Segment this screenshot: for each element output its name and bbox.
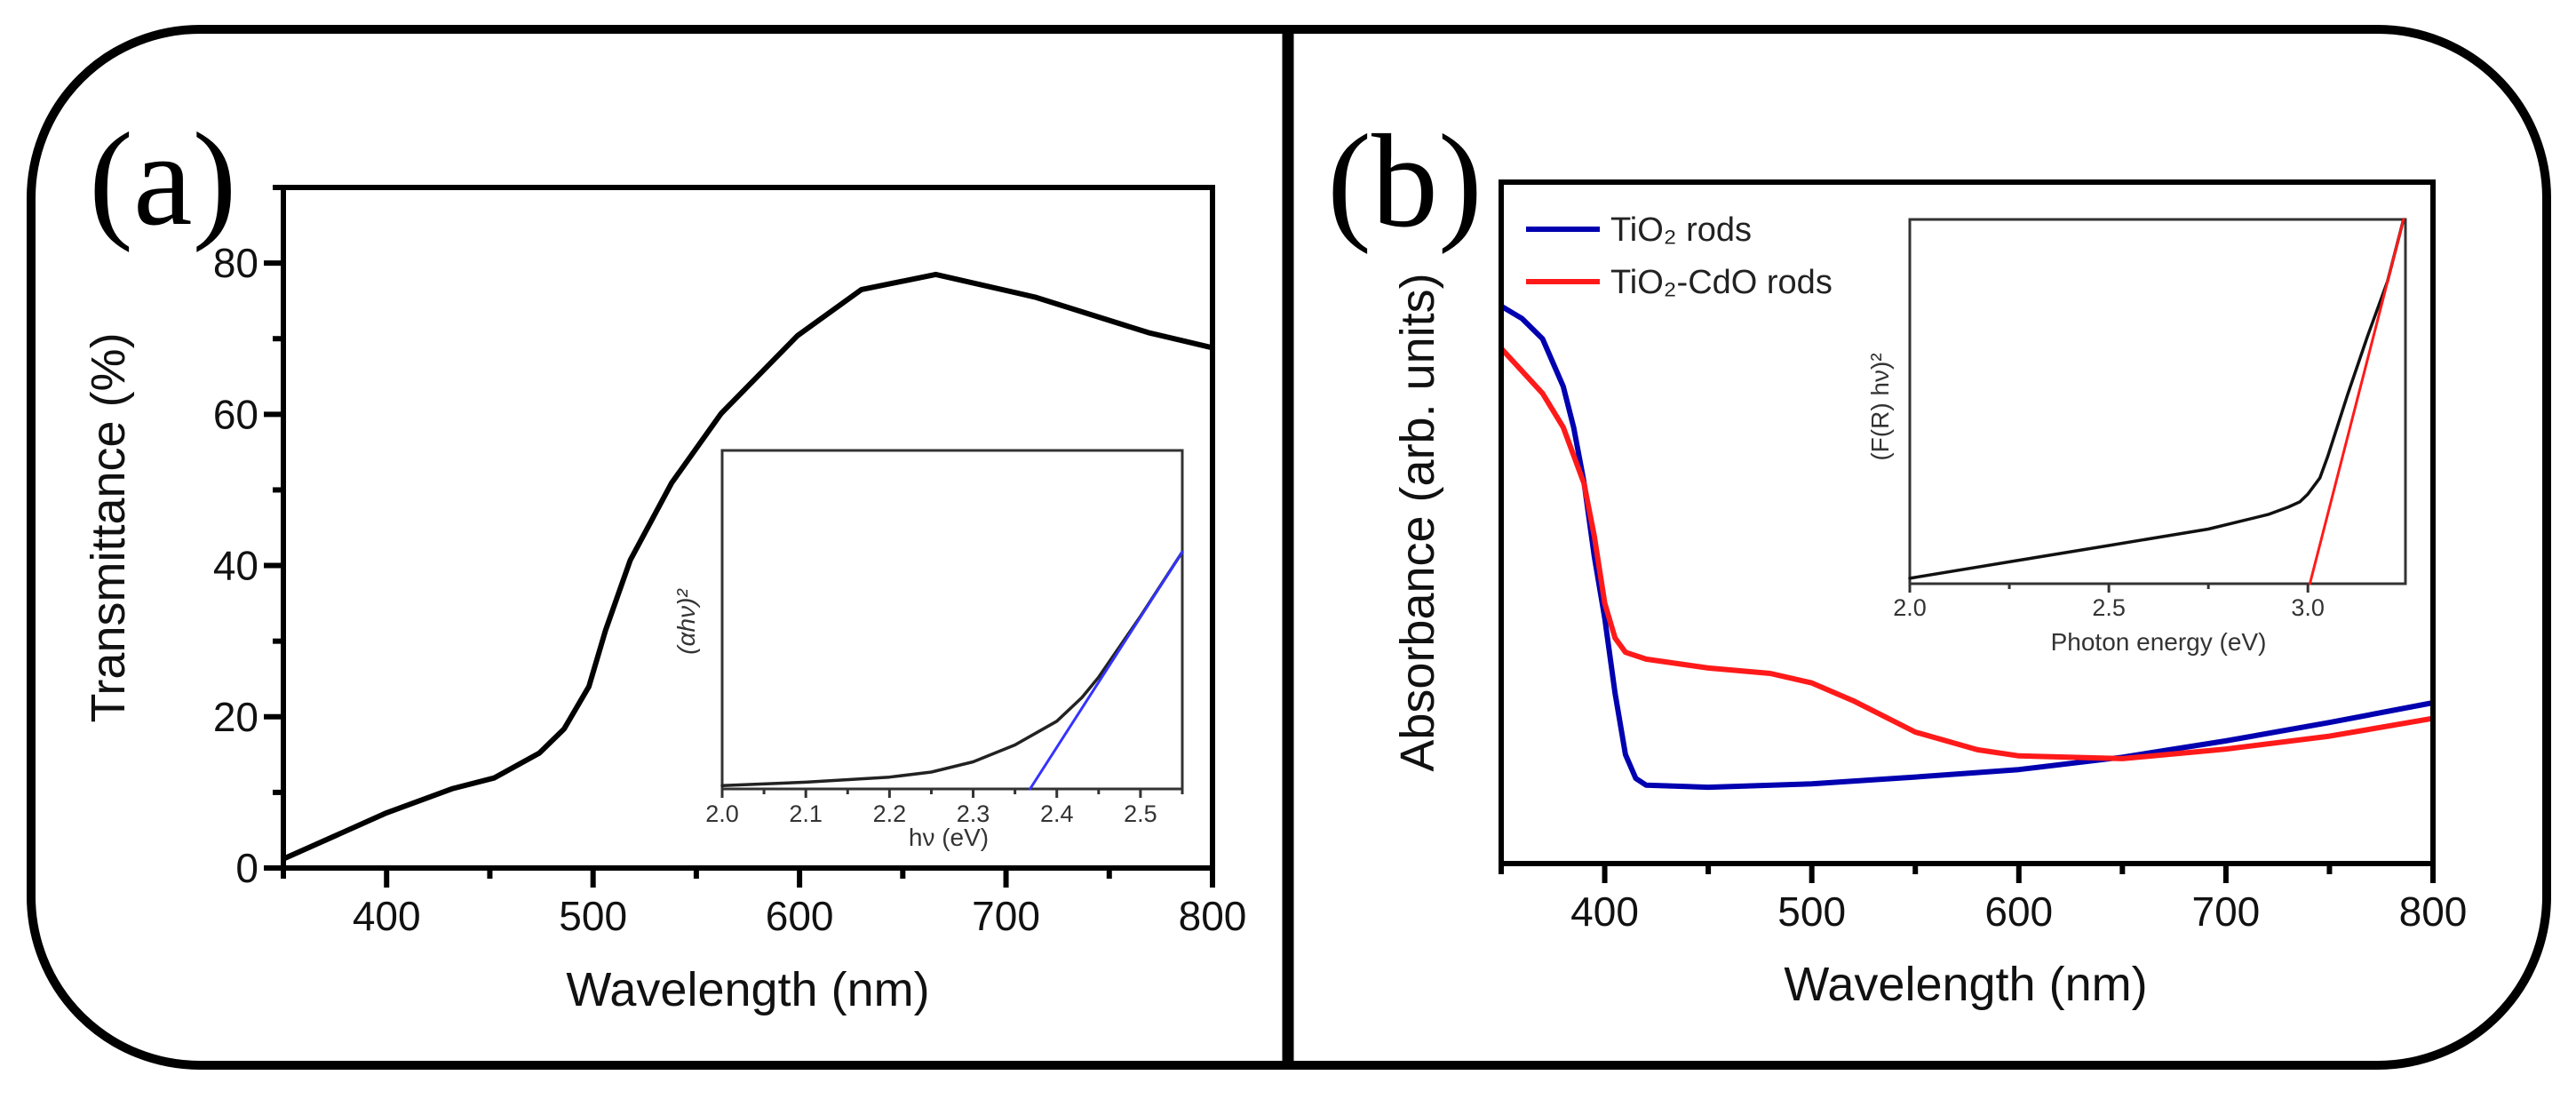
inset-x-tick-label: 2.3 [957,800,990,827]
inset-x-tick-label: 2.1 [789,800,823,827]
panel-a: (a) 400 500 600 700 800 0 20 40 60 80 Wavelength (n… [82,106,1246,1016]
inset-x-tick-label: 2.0 [1893,594,1927,621]
inset-fit-line [2308,218,2405,585]
inset-x-tick-label: 2.5 [1124,800,1157,827]
x-tick-label: 500 [559,893,627,939]
x-axis-title: Wavelength (nm) [1784,958,2147,1011]
y-tick-label: 80 [213,240,258,286]
x-tick-label: 800 [2399,888,2468,935]
inset-x-tick-label: 3.0 [2291,594,2325,621]
x-tick-label: 700 [2192,888,2261,935]
panel-b: (b) 400 500 600 700 800 Wavelength (nm) Absorba… [1327,108,2467,1011]
x-tick-label: 400 [353,893,421,939]
inset-y-axis-title: (αhν)² [672,588,700,655]
x-tick-label: 800 [1179,893,1247,939]
panel-label: (b) [1327,108,1483,255]
inset-frame [1908,218,2407,585]
y-tick-label: 20 [213,694,258,740]
y-axis-title: Transmittance (%) [82,332,135,722]
x-tick-label: 500 [1777,888,1846,935]
inset-y-axis-title: (F(R) hν)² [1866,353,1894,460]
inset-x-tick-label: 2.4 [1040,800,1074,827]
x-tick-label: 400 [1570,888,1639,935]
inset-curve [1908,218,2405,580]
inset-fit-line [1029,550,1184,791]
inset-x-axis-title: hν (eV) [909,824,989,851]
panel-label: (a) [89,106,236,253]
x-tick-label: 700 [972,893,1040,939]
y-tick-label: 0 [235,845,258,891]
inset-chart: 2.0 2.1 2.2 2.3 2.4 2.5 hν (eV) (αhν)² [672,449,1184,851]
y-tick-label: 40 [213,543,258,589]
x-tick-label: 600 [766,893,834,939]
y-tick-label: 60 [213,391,258,437]
inset-chart: 2.0 2.5 3.0 Photon energy (eV) (F(R) hν)² [1866,218,2407,656]
inset-x-tick-label: 2.0 [705,800,739,827]
legend-label: TiO₂ rods [1610,211,1752,249]
main-plot-area [281,271,1215,862]
legend-label: TiO₂-CdO rods [1610,264,1833,301]
main-plot-area [1499,303,2436,791]
inset-x-axis-title: Photon energy (eV) [2051,628,2267,656]
inset-x-tick-label: 2.5 [2092,594,2126,621]
plot-frame [281,185,1215,871]
inset-x-tick-label: 2.2 [873,800,907,827]
x-axis-title: Wavelength (nm) [566,963,929,1016]
x-tick-label: 600 [1984,888,2053,935]
plot-frame [1499,179,2436,866]
inset-curve [720,550,1184,787]
series-line-1 [281,271,1215,862]
y-axis-title: Absorbance (arb. units) [1391,273,1444,771]
inset-frame [720,449,1184,791]
series-line-2 [1499,346,2436,761]
